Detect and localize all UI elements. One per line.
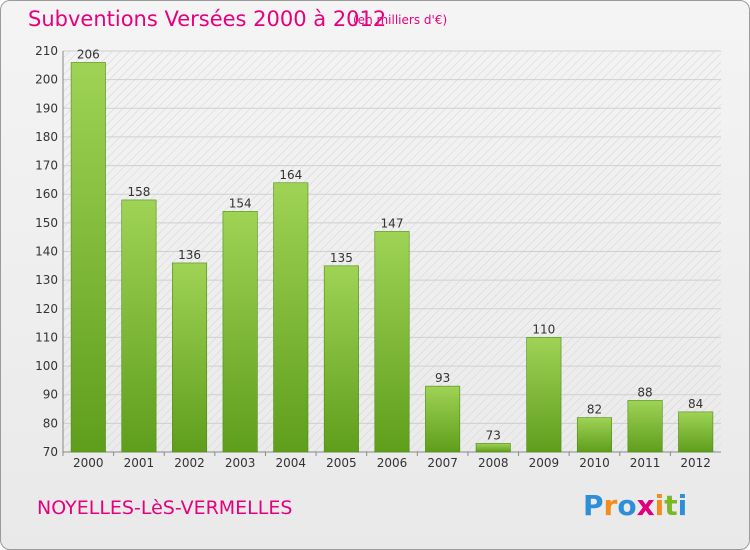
bar-2000 — [70, 62, 106, 453]
y-tick-label: 170 — [35, 159, 58, 173]
x-tick-label: 2010 — [579, 456, 610, 470]
data-label-2009: 110 — [532, 322, 555, 336]
bar-2002 — [172, 262, 208, 453]
data-label-2002: 136 — [178, 248, 201, 262]
bar-2008 — [475, 443, 511, 453]
x-tick-label: 2006 — [377, 456, 408, 470]
y-tick-label: 180 — [35, 130, 58, 144]
data-label-2010: 82 — [587, 403, 602, 417]
y-tick-label: 120 — [35, 302, 58, 316]
data-label-2001: 158 — [127, 185, 150, 199]
y-axis-ticks: 70 80 90 100 110 120 130 140 150 160 170 180 190 200 2… — [35, 44, 58, 459]
x-axis-ticks: 2000 2001 2002 2003 2004 2005 2006 2007 2008 2009… — [62, 452, 711, 470]
data-label-2012: 84 — [688, 397, 703, 411]
brand-letter: o — [617, 489, 637, 522]
y-tick-label: 70 — [43, 445, 58, 459]
brand-letter: x — [636, 489, 655, 522]
data-labels: 206 158 136 154 164 135 147 93 73 110 82 88 84 — [77, 47, 703, 442]
brand-letter: i — [677, 489, 688, 522]
brand-letter: t — [664, 489, 678, 522]
x-tick-label: 2007 — [427, 456, 458, 470]
data-label-2007: 93 — [435, 371, 450, 385]
commune-name: NOYELLES-LèS-VERMELLES — [37, 497, 293, 519]
bar-2006 — [374, 231, 410, 453]
proxiti-logo: Proxiti — [583, 489, 687, 522]
bar-2007 — [425, 385, 461, 453]
bar-2004 — [273, 182, 309, 453]
data-label-2011: 88 — [637, 385, 652, 399]
x-tick-label: 2002 — [174, 456, 205, 470]
y-tick-label: 200 — [35, 73, 58, 87]
data-label-2004: 164 — [279, 168, 302, 182]
x-tick-label: 2001 — [124, 456, 155, 470]
data-label-2000: 206 — [77, 47, 100, 61]
bars — [70, 62, 714, 453]
data-label-2006: 147 — [381, 216, 404, 230]
x-tick-label: 2004 — [275, 456, 306, 470]
x-tick-label: 2011 — [630, 456, 661, 470]
y-tick-label: 210 — [35, 44, 58, 58]
data-label-2003: 154 — [229, 196, 252, 210]
bar-2011 — [627, 400, 663, 453]
y-tick-label: 80 — [43, 416, 58, 430]
bar-2003 — [222, 211, 258, 453]
y-tick-label: 100 — [35, 359, 58, 373]
bar-2005 — [323, 265, 359, 453]
y-tick-label: 160 — [35, 187, 58, 201]
x-tick-label: 2003 — [225, 456, 256, 470]
x-tick-label: 2012 — [680, 456, 711, 470]
chart-subtitle: (en milliers d'€) — [353, 13, 448, 27]
y-tick-label: 110 — [35, 330, 58, 344]
data-label-2005: 135 — [330, 251, 353, 265]
brand-letter: i — [654, 489, 665, 522]
bar-2010 — [576, 417, 612, 453]
x-tick-label: 2009 — [529, 456, 560, 470]
brand-letter: P — [583, 489, 604, 522]
y-tick-label: 150 — [35, 216, 58, 230]
bar-2012 — [678, 411, 714, 453]
x-tick-label: 2005 — [326, 456, 357, 470]
brand-letter: r — [603, 489, 618, 522]
y-tick-label: 140 — [35, 245, 58, 259]
data-label-2008: 73 — [486, 428, 501, 442]
bar-2009 — [526, 337, 562, 453]
chart-title: Subventions Versées 2000 à 2012 — [28, 7, 387, 31]
y-tick-label: 190 — [35, 101, 58, 115]
x-tick-label: 2008 — [478, 456, 509, 470]
x-tick-label: 2000 — [73, 456, 104, 470]
y-tick-label: 130 — [35, 273, 58, 287]
bar-2001 — [121, 199, 157, 453]
y-tick-label: 90 — [43, 388, 58, 402]
